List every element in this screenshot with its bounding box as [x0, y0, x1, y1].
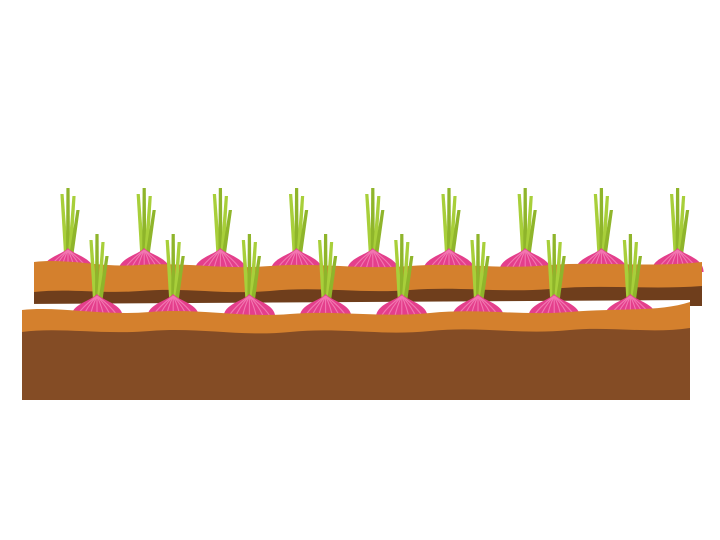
- onion-sprout: [174, 256, 185, 300]
- onion-sprout: [403, 256, 414, 300]
- onion-sprout: [628, 234, 633, 300]
- onion-sprout: [325, 242, 334, 300]
- onion-sprout: [631, 256, 642, 300]
- onion-sprout: [372, 196, 381, 254]
- onion: [299, 234, 352, 319]
- onion-sprout: [296, 196, 305, 254]
- onion-sprout: [602, 210, 613, 254]
- onion-sprout: [97, 242, 105, 300]
- onion-sprout: [69, 210, 80, 254]
- front-bed-dark-soil: [22, 328, 690, 400]
- onion-sprout: [450, 210, 461, 254]
- onion-sprout: [142, 188, 147, 254]
- onion-sprout: [478, 242, 486, 300]
- onion-sprout: [68, 196, 76, 254]
- onion-sprout: [171, 234, 176, 300]
- onion-sprout: [294, 188, 299, 254]
- onion-sprout: [401, 242, 410, 300]
- onion-sprout: [247, 234, 252, 300]
- onion-sprout: [447, 188, 451, 254]
- onion: [375, 234, 428, 319]
- onion-sprout: [374, 210, 385, 254]
- back-bed-top-soil: [34, 261, 702, 293]
- onion-sprout: [599, 188, 604, 254]
- onion-sprout: [327, 256, 338, 300]
- onion-sprout: [220, 196, 228, 254]
- onion-sprout: [479, 256, 490, 300]
- onion-sprout: [630, 242, 638, 300]
- onion-sprout: [525, 196, 533, 254]
- onion: [528, 234, 581, 319]
- onion-sprout: [95, 234, 99, 300]
- onion-sprout: [449, 196, 457, 254]
- onion: [223, 234, 276, 319]
- onion-sprout: [555, 256, 566, 300]
- onion: [194, 188, 247, 273]
- onion-sprout: [144, 196, 152, 254]
- onion-sprout: [677, 196, 686, 254]
- onion-sprout: [250, 256, 261, 300]
- onion-sprout: [679, 210, 690, 254]
- onion-sprout: [221, 210, 232, 254]
- onion-sprout: [476, 234, 480, 300]
- onion-sprout: [552, 234, 557, 300]
- onion-sprout: [675, 188, 680, 254]
- onion-sprout: [298, 210, 309, 254]
- onion-sprout: [523, 188, 528, 254]
- onion-sprout: [323, 234, 328, 300]
- onion-sprout: [526, 210, 537, 254]
- front-onion-row: [71, 234, 657, 319]
- onion-sprout: [601, 196, 609, 254]
- onion-sprout: [98, 256, 109, 300]
- onion-sprout: [370, 188, 375, 254]
- onion-sprout: [145, 210, 156, 254]
- onion-sprout: [66, 188, 70, 254]
- onion-sprout: [399, 234, 404, 300]
- onion-sprout: [218, 188, 223, 254]
- onion-sprout: [173, 242, 181, 300]
- onion: [346, 188, 399, 273]
- onion-sprout: [249, 242, 257, 300]
- front-bed-top-soil: [22, 302, 690, 334]
- onion-sprout: [554, 242, 562, 300]
